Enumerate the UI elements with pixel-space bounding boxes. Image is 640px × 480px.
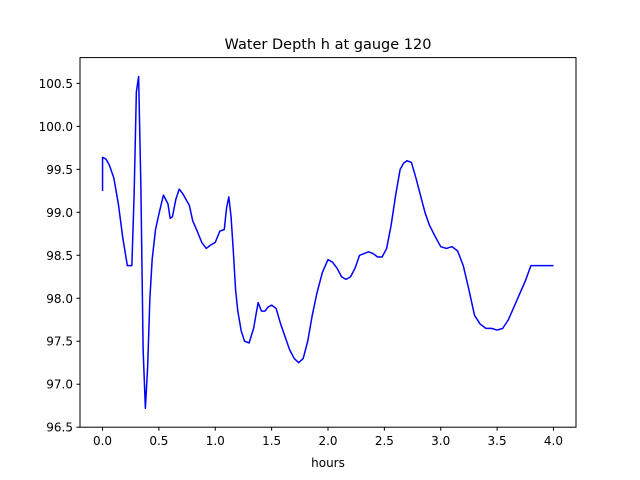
y-tick-label: 96.5 bbox=[46, 421, 73, 435]
y-axis: 96.5 97.0 97.5 98.0 98.5 99.0 99.5 100.0 100.5 bbox=[39, 77, 80, 435]
x-tick-label: 2.5 bbox=[375, 434, 394, 448]
plot-area bbox=[101, 75, 554, 410]
y-tick-label: 97.0 bbox=[46, 378, 73, 392]
y-tick-label: 99.0 bbox=[46, 206, 73, 220]
x-axis: 0.0 0.5 1.0 1.5 2.0 2.5 3.0 3.5 4.0 bbox=[93, 427, 563, 448]
chart-title: Water Depth h at gauge 120 bbox=[225, 37, 432, 53]
x-tick-label: 3.5 bbox=[488, 434, 507, 448]
series-line bbox=[101, 75, 554, 410]
x-tick-label: 2.0 bbox=[318, 434, 337, 448]
y-tick-label: 99.5 bbox=[46, 163, 73, 177]
y-tick-label: 98.0 bbox=[46, 292, 73, 306]
x-tick-label: 3.0 bbox=[431, 434, 450, 448]
x-tick-label: 0.5 bbox=[149, 434, 168, 448]
x-tick-label: 1.0 bbox=[206, 434, 225, 448]
x-tick-label: 0.0 bbox=[93, 434, 112, 448]
y-tick-label: 97.5 bbox=[46, 335, 73, 349]
y-tick-label: 100.5 bbox=[39, 77, 73, 91]
plot-frame bbox=[79, 57, 577, 428]
y-tick-label: 98.5 bbox=[46, 249, 73, 263]
y-tick-label: 100.0 bbox=[39, 120, 73, 134]
x-axis-label: hours bbox=[311, 456, 345, 470]
x-tick-label: 4.0 bbox=[544, 434, 563, 448]
x-tick-label: 1.5 bbox=[262, 434, 281, 448]
